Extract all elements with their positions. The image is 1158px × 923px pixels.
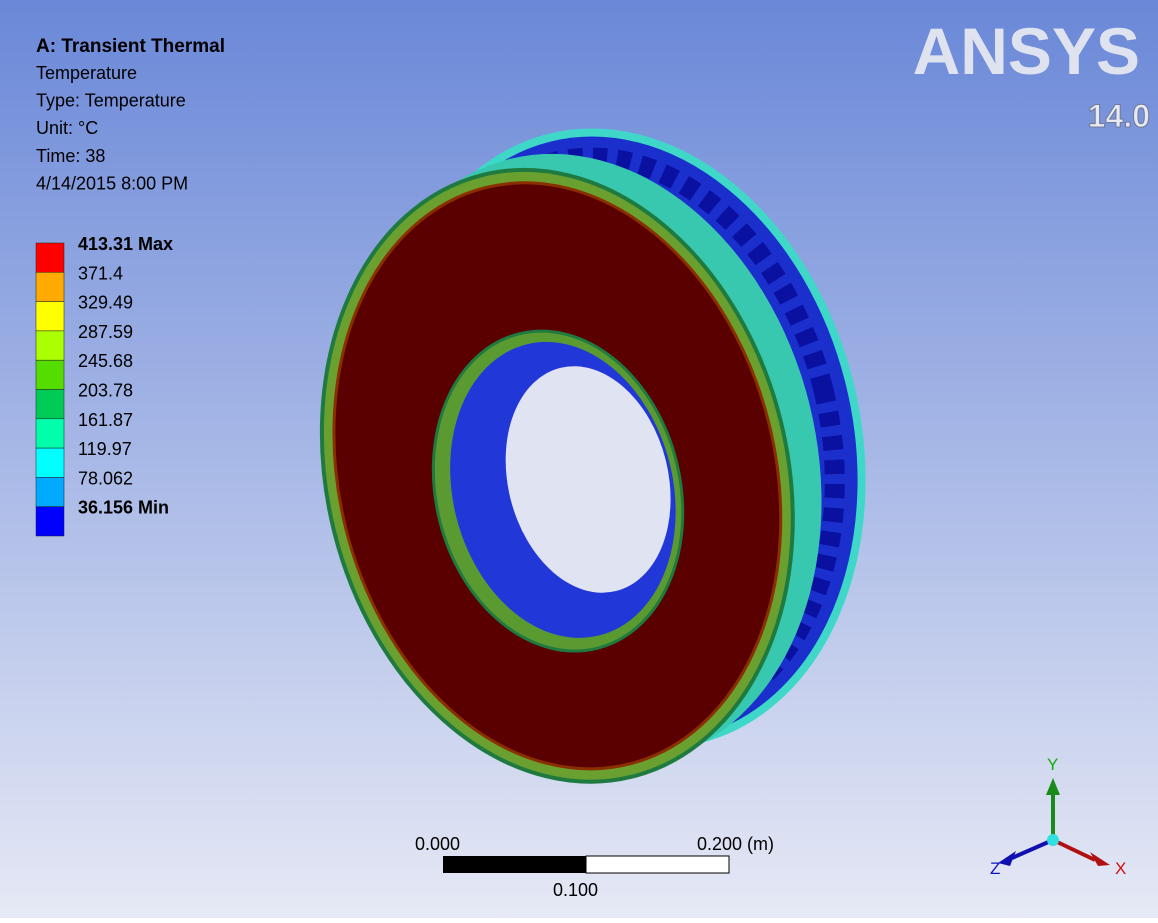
legend-swatch xyxy=(36,243,64,272)
legend-label: 245.68 xyxy=(78,351,133,371)
triad-y: Y xyxy=(1047,755,1058,774)
legend-swatch xyxy=(36,331,64,360)
legend-swatch xyxy=(36,477,64,506)
scale-end: 0.200 (m) xyxy=(697,834,774,854)
legend-swatch xyxy=(36,272,64,301)
triad-x: X xyxy=(1115,859,1126,878)
header-line: 4/14/2015 8:00 PM xyxy=(36,173,188,193)
legend-swatch xyxy=(36,390,64,419)
header-line: Type: Temperature xyxy=(36,91,186,111)
legend-swatch xyxy=(36,360,64,389)
legend-label: 119.97 xyxy=(78,439,132,459)
legend-label: 36.156 Min xyxy=(78,498,169,518)
legend-label: 78.062 xyxy=(78,468,133,488)
viewport: A: Transient Thermal Temperature Type: Te… xyxy=(0,0,1158,918)
legend-label: 329.49 xyxy=(78,293,133,313)
header-line: Temperature xyxy=(36,63,137,83)
legend-label: 413.31 Max xyxy=(78,234,173,254)
header-line: Time: 38 xyxy=(36,146,105,166)
triad-z: Z xyxy=(990,859,1000,878)
legend-swatch xyxy=(36,419,64,448)
legend-swatch xyxy=(36,448,64,477)
scale-start: 0.000 xyxy=(415,834,460,854)
scale-middle: 0.100 xyxy=(553,880,598,900)
legend-swatch xyxy=(36,302,64,331)
header-line: Unit: °C xyxy=(36,118,98,138)
legend-label: 287.59 xyxy=(78,322,133,342)
legend-label: 371.4 xyxy=(78,263,123,283)
legend-label: 203.78 xyxy=(78,381,133,401)
scale-bar-dark xyxy=(443,856,586,873)
scale-bar-light xyxy=(586,856,729,873)
legend-swatch xyxy=(36,507,64,536)
logo-version: 14.0 xyxy=(1088,98,1150,134)
header-title: A: Transient Thermal xyxy=(36,36,225,57)
legend-label: 161.87 xyxy=(78,410,133,430)
logo-name: ANSYS xyxy=(913,14,1140,88)
